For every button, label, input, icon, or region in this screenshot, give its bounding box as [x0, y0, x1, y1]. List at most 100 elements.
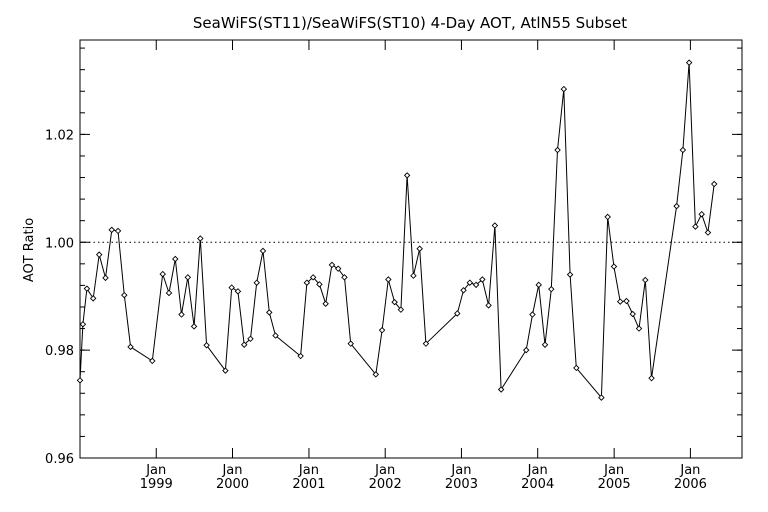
data-point-marker — [598, 394, 605, 401]
data-point-marker — [648, 374, 655, 382]
data-point-marker — [102, 274, 109, 282]
data-point-marker — [410, 272, 417, 279]
data-point-marker — [222, 367, 229, 374]
x-tick-year-label: 1999 — [140, 477, 173, 492]
data-point-marker — [247, 335, 254, 343]
data-point-marker — [679, 146, 687, 154]
data-point-marker — [190, 323, 198, 330]
data-point-marker — [322, 300, 329, 307]
x-tick-month-label: Jan — [221, 463, 242, 478]
x-tick-month-label: Jan — [679, 463, 700, 478]
data-point-marker — [159, 270, 166, 278]
data-point-marker — [391, 298, 398, 306]
data-point-marker — [197, 235, 204, 242]
data-point-marker — [485, 302, 492, 309]
data-point-marker — [692, 223, 699, 230]
data-point-marker — [454, 310, 461, 317]
data-point-marker — [316, 281, 323, 288]
data-point-marker — [642, 276, 649, 284]
data-point-marker — [372, 371, 380, 378]
data-point-marker — [240, 341, 248, 348]
data-point-marker — [541, 341, 549, 348]
data-point-marker — [535, 281, 542, 289]
y-axis: 0.96 0.98 1.00 1.02 — [45, 47, 742, 467]
data-point-marker — [297, 352, 304, 360]
data-point-marker — [460, 287, 467, 294]
y-tick-label: 1.02 — [45, 128, 74, 143]
data-point-marker — [234, 288, 242, 295]
x-tick-month-label: Jan — [145, 463, 166, 478]
data-point-marker — [710, 180, 718, 188]
data-point-marker — [403, 172, 411, 179]
x-tick-year-label: 2000 — [216, 477, 249, 492]
data-point-marker — [114, 227, 122, 235]
data-point-marker — [698, 210, 705, 218]
data-point-marker — [149, 357, 156, 365]
data-point-marker — [522, 346, 530, 354]
data-point-marker — [616, 298, 624, 305]
data-point-marker — [604, 213, 611, 221]
data-point-marker — [259, 247, 267, 255]
data-point-marker — [79, 321, 87, 328]
data-point-marker — [548, 285, 555, 293]
data-point-marker — [178, 311, 185, 318]
data-point-marker — [184, 274, 192, 281]
data-point-marker — [416, 245, 423, 252]
y-tick-label: 0.96 — [45, 452, 74, 467]
data-point-marker — [704, 229, 712, 236]
data-point-marker — [378, 326, 386, 334]
data-point-marker — [253, 279, 260, 286]
data-point-marker — [303, 279, 311, 286]
x-tick-year-label: 2001 — [292, 477, 325, 492]
data-point-marker — [334, 265, 342, 272]
data-point-marker — [466, 279, 474, 286]
data-point-marker — [228, 284, 235, 291]
data-point-marker — [347, 340, 354, 347]
data-point-marker — [385, 276, 392, 283]
y-tick-label: 0.98 — [45, 344, 74, 359]
data-point-marker — [108, 226, 115, 234]
series-aot-ratio — [76, 59, 718, 401]
x-tick-year-label: 2004 — [521, 477, 554, 492]
data-point-marker — [491, 222, 499, 229]
x-tick-month-label: Jan — [450, 463, 471, 478]
chart-title: SeaWiFS(ST11)/SeaWiFS(ST10) 4-Day AOT, A… — [193, 14, 627, 32]
data-point-marker — [397, 306, 405, 313]
data-point-marker — [529, 311, 536, 318]
data-point-marker — [95, 251, 103, 258]
data-point-marker — [83, 285, 91, 292]
data-point-marker — [76, 377, 84, 384]
y-tick-label: 1.00 — [45, 236, 74, 251]
data-point-marker — [266, 309, 273, 316]
data-point-marker — [623, 297, 630, 305]
data-point-marker — [309, 274, 317, 281]
data-point-marker — [89, 295, 97, 302]
data-point-marker — [685, 59, 693, 66]
x-tick-year-label: 2006 — [674, 477, 707, 492]
x-tick-month-label: Jan — [527, 463, 548, 478]
data-point-marker — [635, 325, 643, 332]
plot-frame — [79, 39, 743, 459]
data-point-marker — [203, 342, 210, 349]
x-tick-year-label: 2005 — [598, 477, 631, 492]
data-point-marker — [610, 263, 618, 270]
data-point-marker — [172, 255, 179, 263]
data-point-marker — [554, 146, 561, 154]
data-point-marker — [566, 271, 574, 278]
data-point-marker — [673, 202, 680, 210]
x-tick-month-label: Jan — [298, 463, 319, 478]
data-point-marker — [479, 276, 486, 283]
x-tick-year-label: 2002 — [369, 477, 402, 492]
data-point-marker — [629, 310, 636, 318]
data-point-marker — [165, 289, 173, 297]
x-tick-year-label: 2003 — [445, 477, 478, 492]
x-axis: Jan1999Jan2000Jan2001Jan2002Jan2003Jan20… — [140, 40, 707, 492]
x-tick-month-label: Jan — [374, 463, 395, 478]
data-point-marker — [121, 291, 128, 299]
data-point-marker — [573, 364, 580, 372]
data-point-marker — [422, 340, 430, 347]
data-point-marker — [497, 386, 505, 393]
data-point-marker — [328, 261, 336, 269]
series-line — [79, 62, 715, 399]
